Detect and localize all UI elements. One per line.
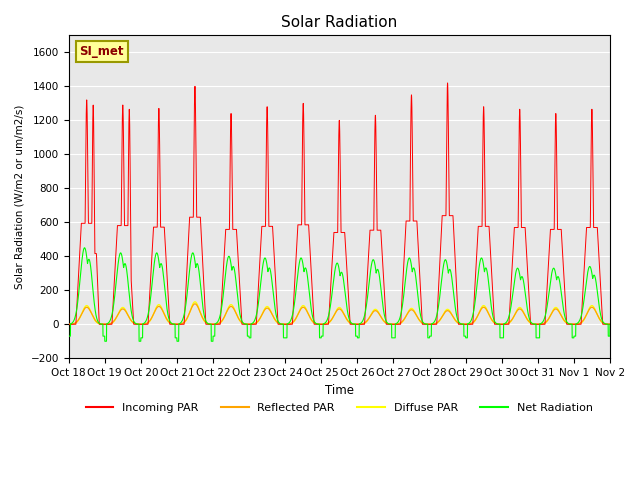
X-axis label: Time: Time [324,384,354,396]
Text: SI_met: SI_met [79,45,124,58]
Legend: Incoming PAR, Reflected PAR, Diffuse PAR, Net Radiation: Incoming PAR, Reflected PAR, Diffuse PAR… [81,398,598,417]
Y-axis label: Solar Radiation (W/m2 or um/m2/s): Solar Radiation (W/m2 or um/m2/s) [15,105,25,289]
Title: Solar Radiation: Solar Radiation [281,15,397,30]
